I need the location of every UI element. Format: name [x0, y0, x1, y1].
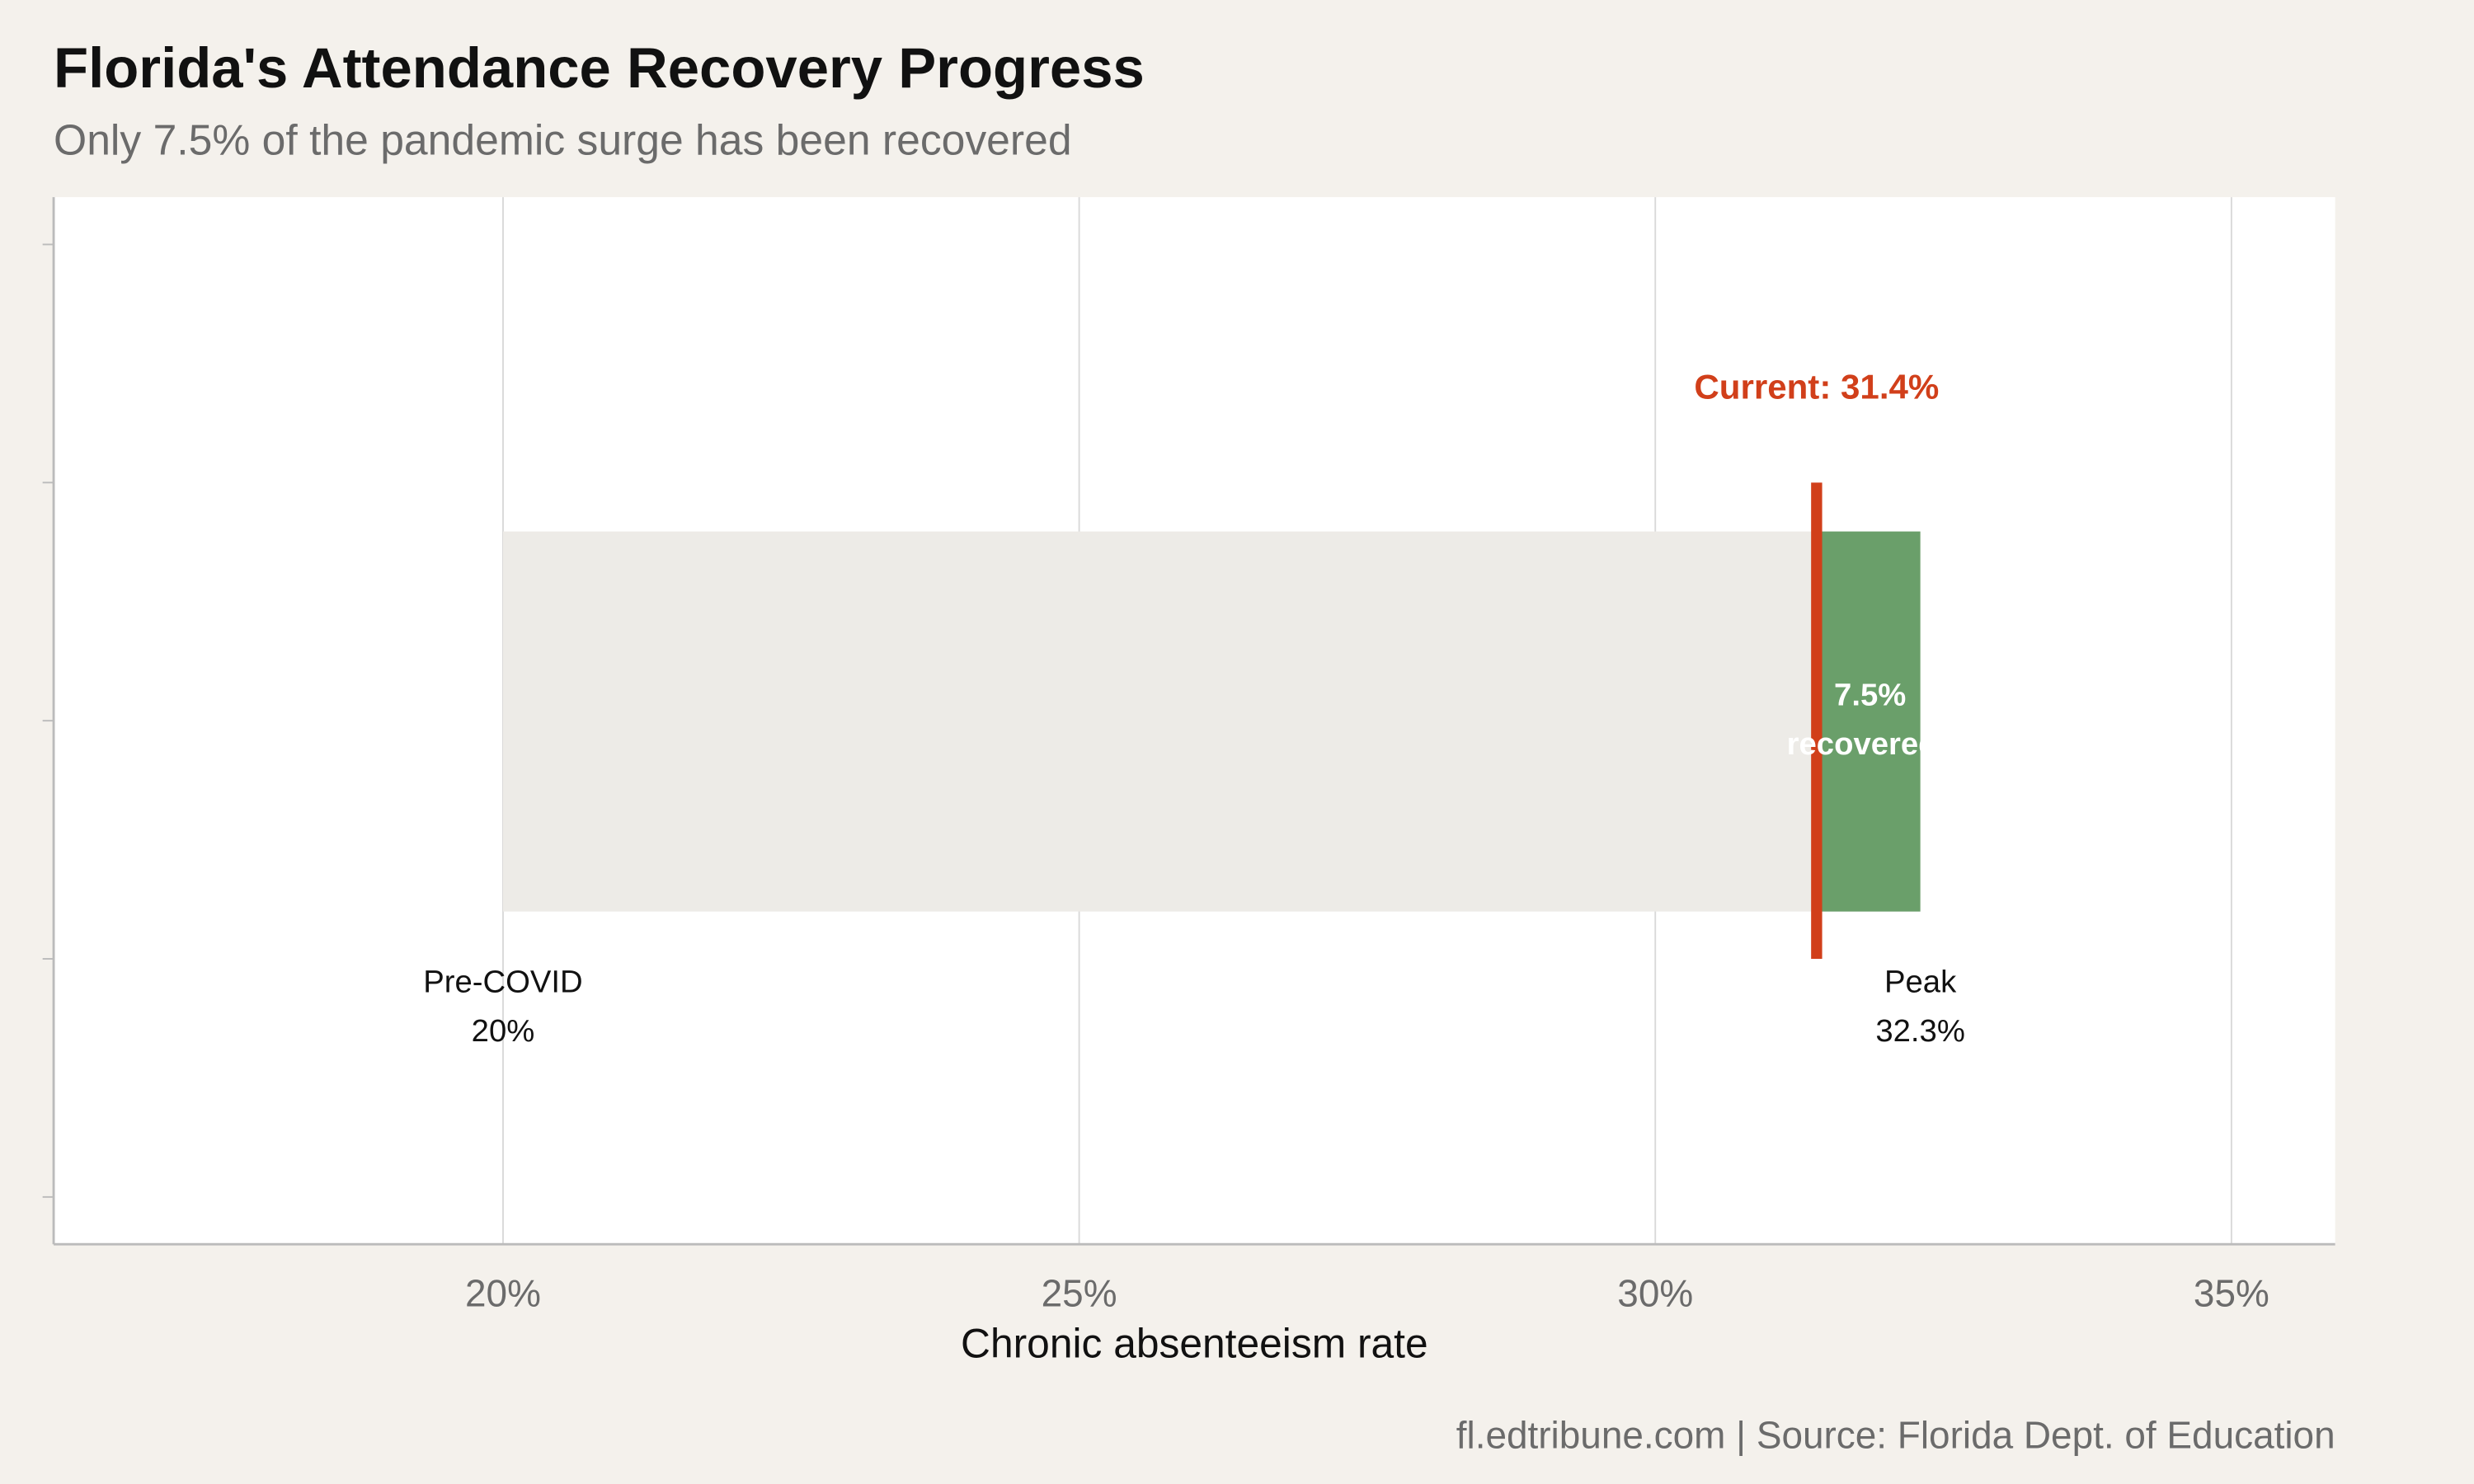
recovered-text: recovered — [1787, 726, 1938, 762]
x-tick-label: 35% — [2194, 1271, 2269, 1314]
x-tick-label: 25% — [1042, 1271, 1117, 1314]
source-note: fl.edtribune.com | Source: Florida Dept.… — [1456, 1414, 2335, 1457]
chart-title: Florida's Attendance Recovery Progress — [54, 36, 1145, 100]
current-label: Current: 31.4% — [1694, 368, 1939, 406]
baseline-name: Pre-COVID — [423, 965, 582, 1000]
x-tick-label: 20% — [465, 1271, 541, 1314]
recovered-segment — [1816, 531, 1921, 912]
recovered-value-label: 7.5% — [1834, 678, 1906, 713]
axes — [42, 197, 2335, 1246]
peak-value-label: 32.3% — [1875, 1013, 1964, 1049]
baseline-value-label: 20% — [472, 1013, 535, 1049]
surge-band — [502, 531, 1921, 912]
x-axis-title: Chronic absenteeism rate — [961, 1321, 1428, 1367]
x-tick-label: 30% — [1617, 1271, 1693, 1314]
peak-name: Peak — [1884, 965, 1957, 1000]
chart-subtitle: Only 7.5% of the pandemic surge has been… — [54, 116, 1072, 164]
